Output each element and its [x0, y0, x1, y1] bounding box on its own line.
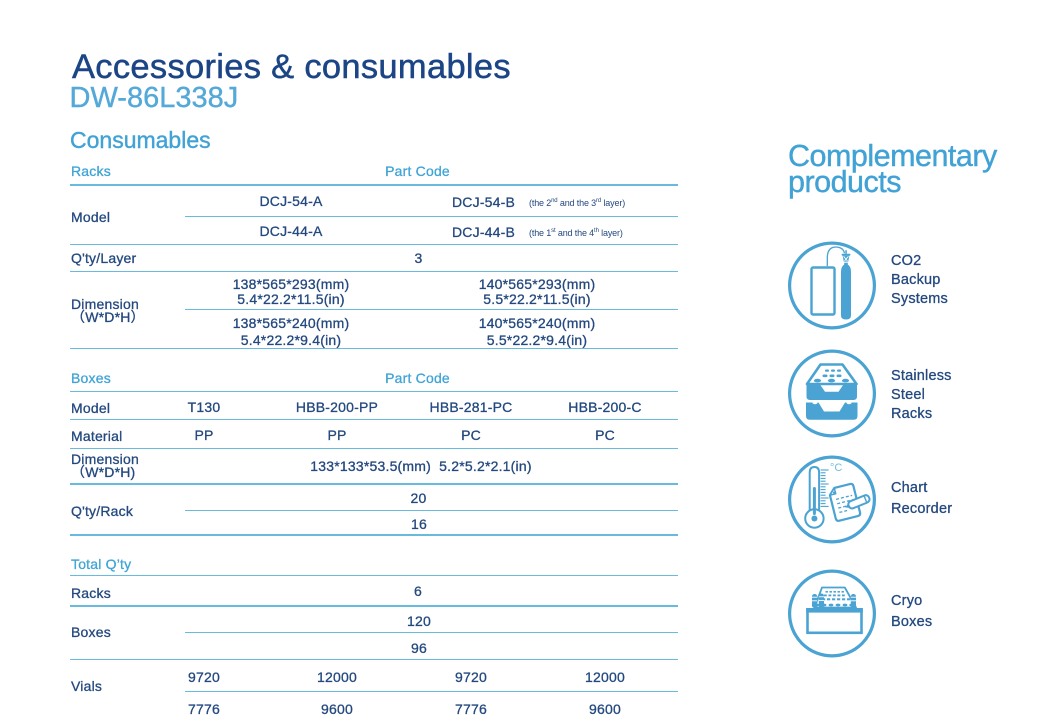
svg-text:°C: °C: [830, 462, 842, 474]
